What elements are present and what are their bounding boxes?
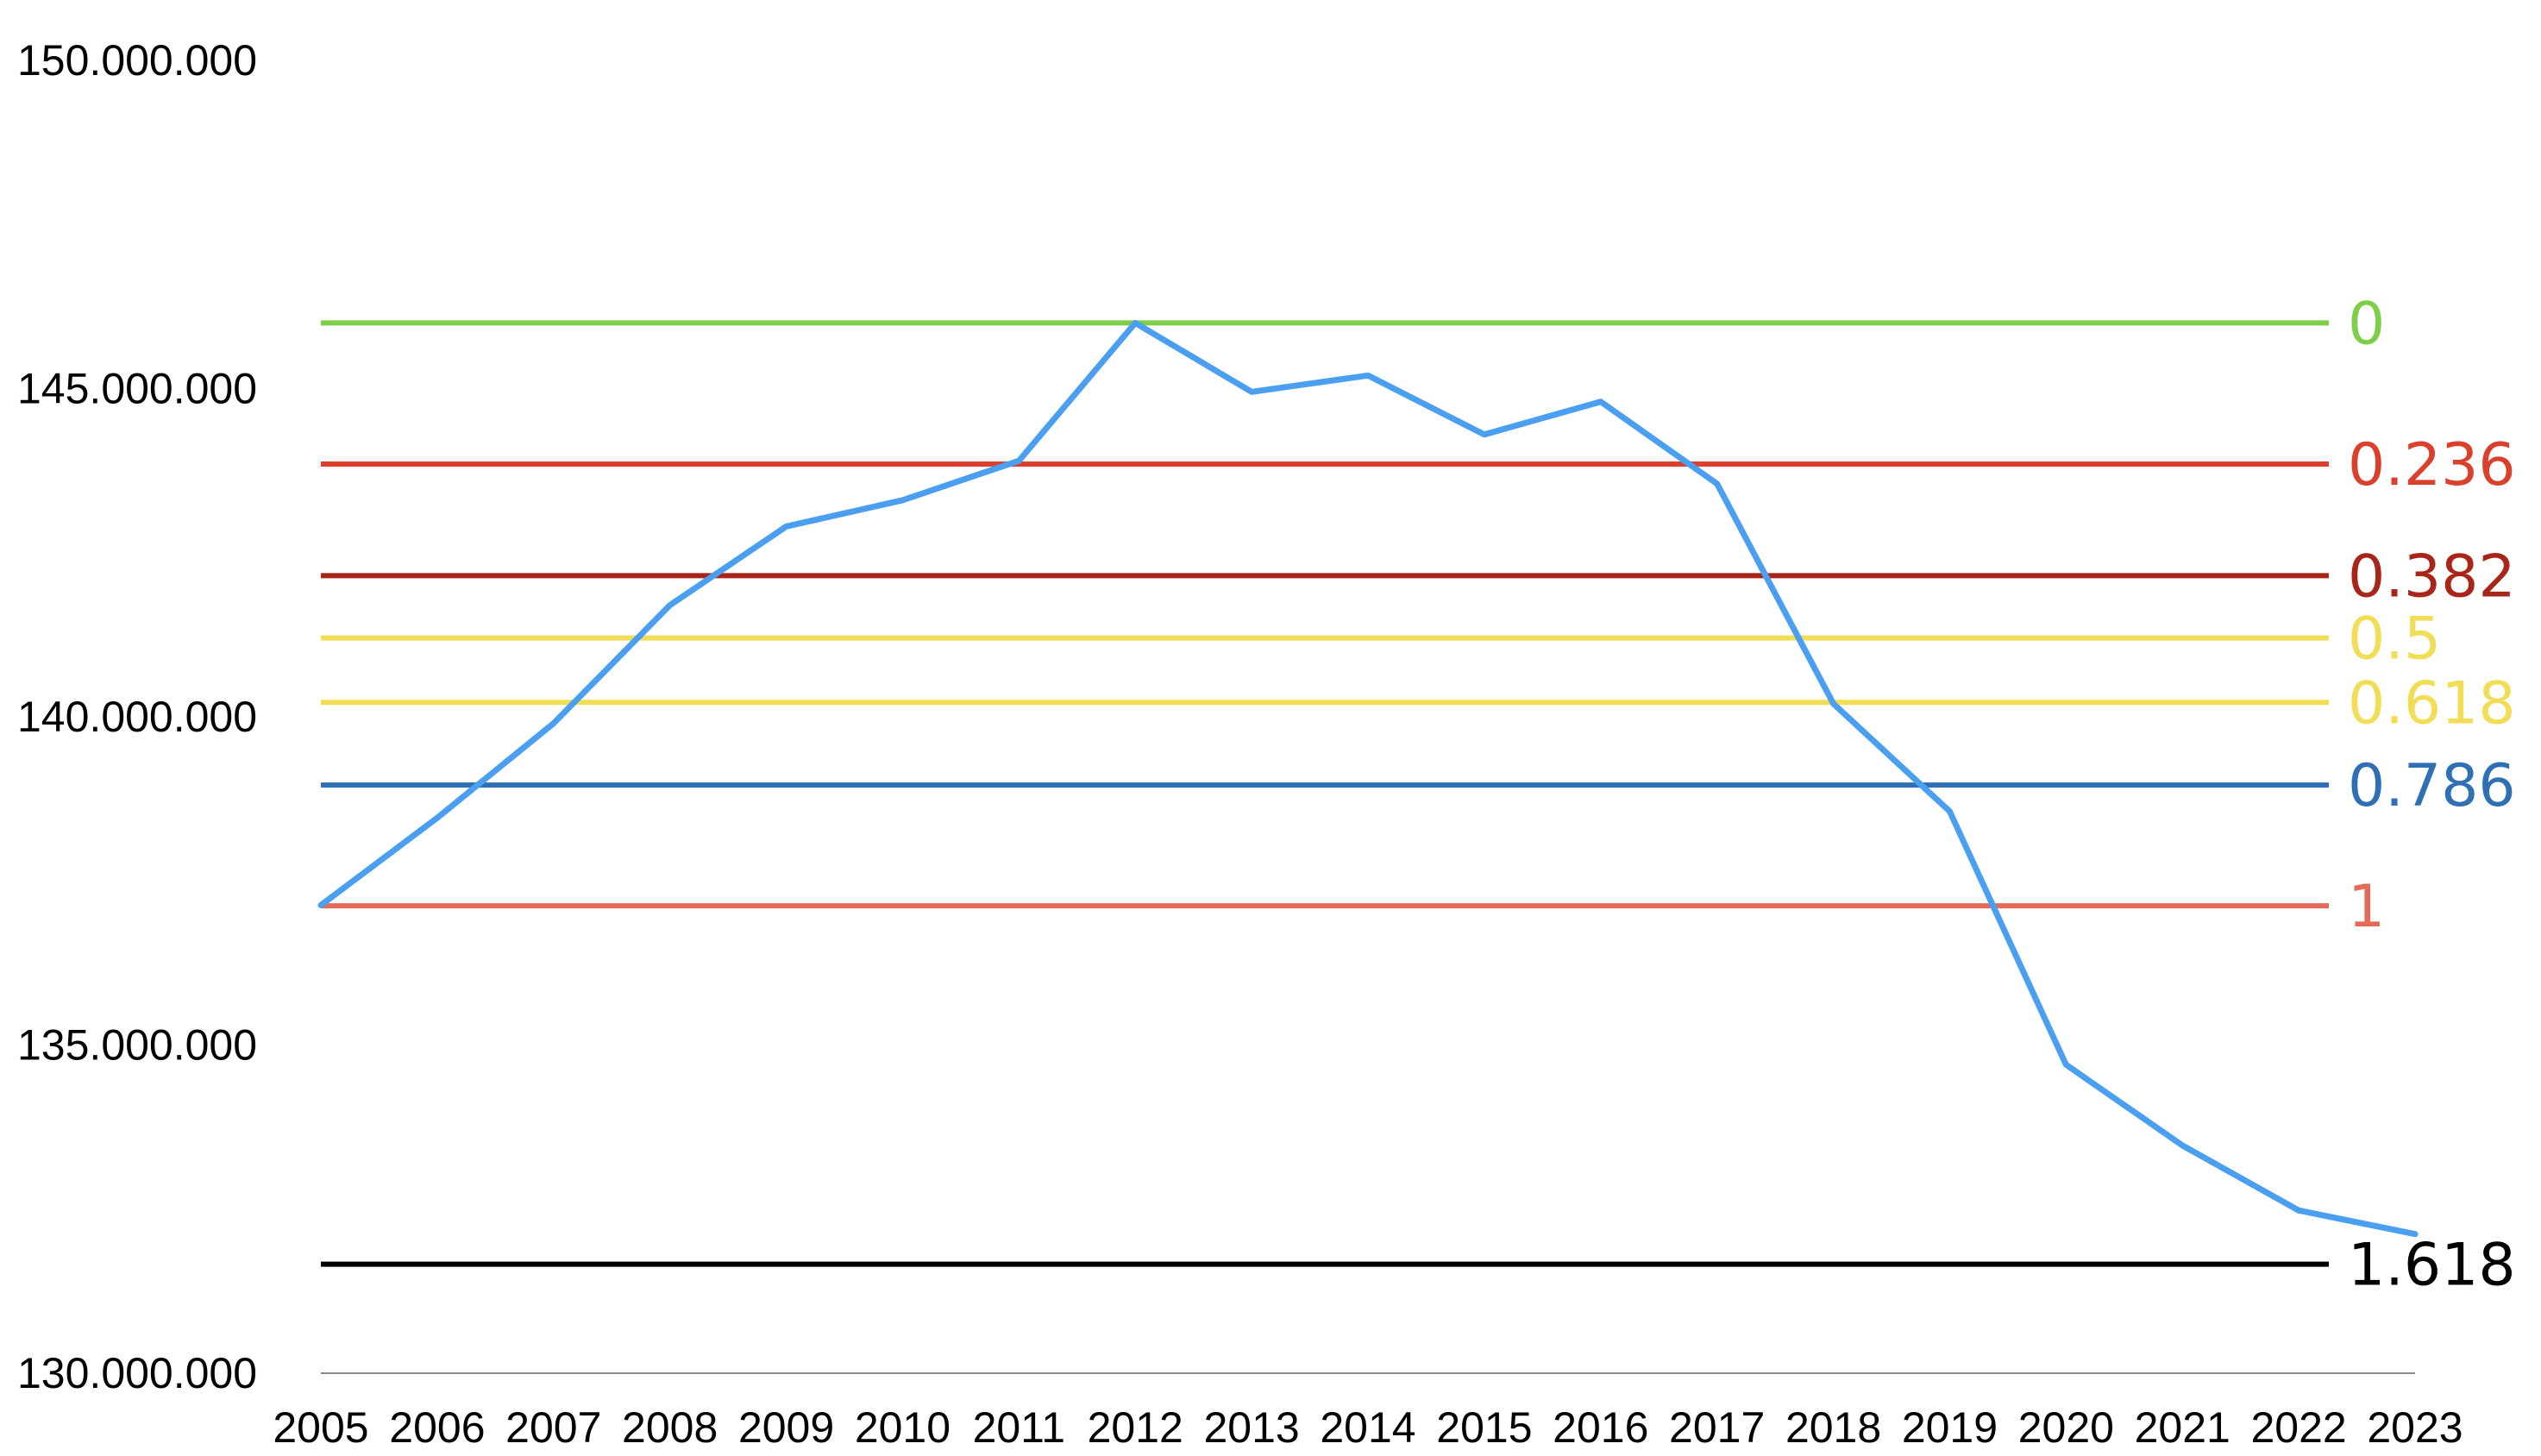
x-tick-label: 2020	[2018, 1403, 2114, 1452]
data-point	[1947, 808, 1953, 814]
reference-lines-layer	[321, 320, 2329, 1267]
x-tick-label: 2005	[273, 1403, 368, 1452]
x-tick-label: 2016	[1553, 1403, 1648, 1452]
data-point	[1365, 373, 1371, 379]
fib-level-label: 0.236	[2348, 431, 2516, 499]
data-point	[1132, 320, 1139, 326]
x-tick-label: 2011	[973, 1403, 1066, 1452]
x-tick-label: 2022	[2250, 1403, 2346, 1452]
x-tick-label: 2023	[2367, 1403, 2463, 1452]
axes-layer: 150.000.000 145.000.000 140.000.000 135.000…	[17, 36, 2463, 1452]
data-point	[2412, 1231, 2418, 1237]
data-point	[2063, 1062, 2069, 1068]
x-tick-label: 2019	[1902, 1403, 1998, 1452]
x-tick-label: 2021	[2135, 1403, 2230, 1452]
data-point	[783, 524, 789, 530]
data-point	[900, 497, 906, 503]
x-tick-label: 2009	[738, 1403, 834, 1452]
series-layer	[317, 319, 2419, 1238]
y-tick-label: 140.000.000	[17, 693, 257, 741]
y-tick-label: 145.000.000	[17, 365, 257, 413]
data-point	[1714, 480, 1720, 486]
data-point	[1249, 389, 1255, 395]
x-tick-label: 2018	[1785, 1403, 1881, 1452]
fib-level-label: 0.382	[2348, 543, 2516, 611]
data-point	[434, 815, 440, 821]
y-tick-label: 150.000.000	[17, 36, 257, 85]
data-point	[550, 720, 556, 726]
fib-level-label: 0.5	[2348, 606, 2441, 674]
x-tick-label: 2017	[1669, 1403, 1765, 1452]
x-tick-label: 2014	[1320, 1403, 1415, 1452]
y-tick-label: 135.000.000	[17, 1021, 257, 1070]
x-tick-label: 2012	[1088, 1403, 1183, 1452]
fib-level-label: 0.786	[2348, 752, 2516, 820]
series-line	[317, 319, 2419, 1238]
x-tick-label: 2007	[505, 1403, 601, 1452]
fib-level-label: 0.618	[2348, 669, 2516, 737]
data-point	[1016, 458, 1022, 464]
x-tick-label: 2008	[622, 1403, 718, 1452]
data-point	[1597, 399, 1603, 405]
data-point	[2296, 1208, 2302, 1214]
x-tick-label: 2013	[1203, 1403, 1299, 1452]
data-point	[2180, 1142, 2186, 1148]
x-tick-label: 2006	[389, 1403, 485, 1452]
data-point	[1481, 431, 1487, 437]
x-tick-label: 2010	[855, 1403, 951, 1452]
data-point	[318, 902, 323, 908]
x-tick-label: 2015	[1436, 1403, 1532, 1452]
y-tick-label: 130.000.000	[17, 1349, 257, 1397]
data-point	[1830, 700, 1836, 706]
data-point	[667, 602, 673, 608]
fib-level-label: 1	[2348, 873, 2385, 941]
fib-level-label: 1.618	[2348, 1232, 2516, 1300]
fib-level-label: 0	[2348, 290, 2385, 358]
